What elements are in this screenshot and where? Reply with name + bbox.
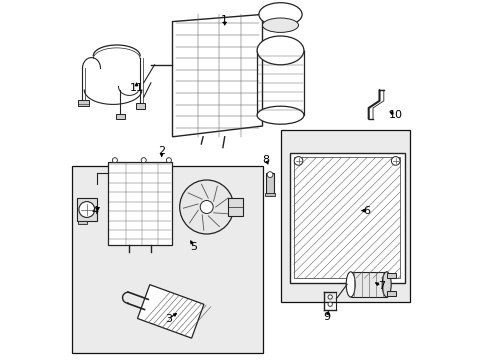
Text: 11: 11: [129, 83, 143, 93]
Bar: [116, 114, 124, 119]
Bar: [386, 291, 395, 296]
Circle shape: [200, 201, 213, 213]
Bar: [350, 272, 386, 297]
Circle shape: [166, 158, 171, 163]
Bar: [386, 273, 395, 278]
Bar: [78, 221, 87, 224]
Text: 9: 9: [323, 312, 330, 322]
Text: 10: 10: [388, 110, 402, 120]
Bar: [293, 157, 400, 278]
Bar: [136, 103, 145, 109]
Circle shape: [79, 202, 95, 217]
Ellipse shape: [257, 36, 303, 65]
Ellipse shape: [262, 18, 298, 32]
Text: 1: 1: [221, 15, 228, 25]
Bar: [78, 100, 89, 106]
Bar: [265, 173, 273, 194]
Ellipse shape: [257, 106, 303, 124]
Bar: [228, 198, 242, 216]
Text: 8: 8: [262, 155, 269, 165]
Ellipse shape: [346, 272, 354, 297]
Circle shape: [327, 295, 332, 299]
Circle shape: [266, 172, 272, 177]
Circle shape: [179, 180, 233, 234]
Polygon shape: [172, 14, 262, 137]
Bar: [280, 130, 409, 302]
Circle shape: [327, 302, 332, 306]
Text: 6: 6: [363, 206, 369, 216]
Circle shape: [141, 158, 146, 163]
Ellipse shape: [258, 3, 302, 26]
Bar: [77, 198, 97, 221]
Text: 5: 5: [190, 242, 197, 252]
Text: 4: 4: [91, 206, 99, 216]
Circle shape: [112, 158, 117, 163]
Bar: [289, 153, 404, 283]
Text: 7: 7: [377, 281, 384, 291]
Text: 3: 3: [165, 314, 172, 324]
Polygon shape: [137, 285, 203, 338]
Text: 2: 2: [158, 146, 165, 156]
Bar: [264, 193, 275, 196]
Bar: [72, 166, 262, 353]
Ellipse shape: [382, 272, 390, 297]
Polygon shape: [107, 162, 172, 245]
Circle shape: [294, 157, 302, 165]
Circle shape: [390, 157, 399, 165]
